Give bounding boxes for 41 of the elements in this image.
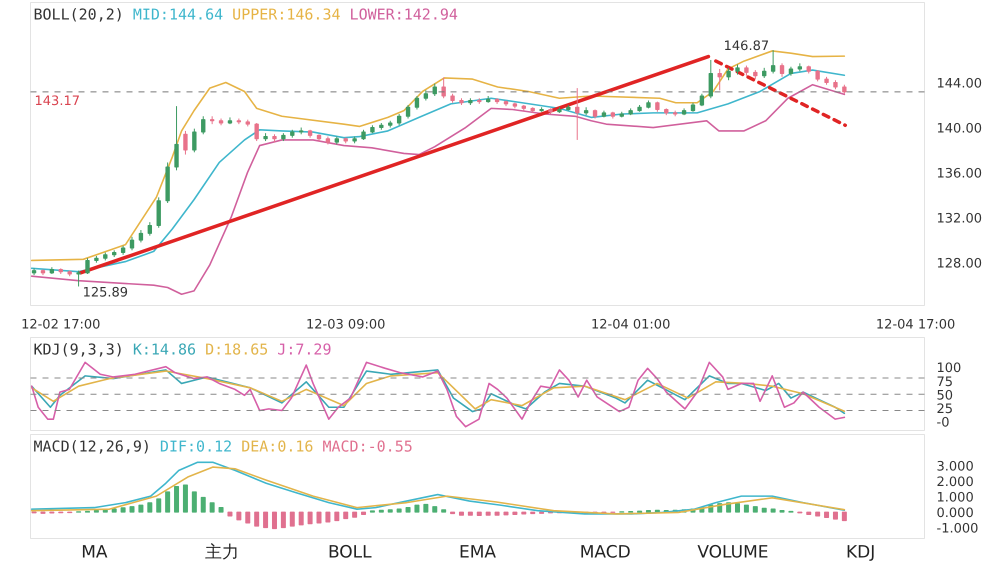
text: KDJ [846,542,876,562]
y-tick-label: 132.00 [936,212,982,227]
x-tick-label: 12-03 09:00 [306,318,386,332]
annotation: 125.89 [82,285,128,300]
y-tick-label: 75 [936,374,954,390]
y-tick-label: 0.000 [936,506,974,522]
y-tick-label: 3.000 [936,460,974,475]
y-tick-label: 136.00 [936,166,982,182]
y-tick-label: 128.00 [936,256,982,272]
y-tick-label: 100 [936,361,962,376]
y-tick-label: 2.000 [936,475,974,490]
text: BOLL [328,542,372,562]
series-label: DIF:0.12 [160,438,232,456]
series-label: DEA:0.16 [241,438,314,456]
y-tick-label: -1.000 [936,522,978,537]
ref-line-label: 143.17 [34,94,80,109]
y-tick-label: -0 [936,415,950,430]
text: MA [81,542,108,562]
text: MID:144.64 [132,6,224,24]
annotation: 146.87 [724,39,770,54]
y-tick-label: 25 [936,402,954,417]
text: UPPER:146.34 [232,6,341,24]
text: 主力 [205,542,240,562]
x-tick-label: 12-02 17:00 [21,318,100,332]
y-tick-label: 144.00 [936,76,982,92]
series-label: J:7.29 [277,340,332,358]
y-tick-label: 50 [936,388,954,404]
x-tick-label: 12-04 01:00 [590,318,670,332]
x-tick-label: 12-04 17:00 [876,318,956,332]
series-label: K:14.86 [132,340,196,358]
text: MACD:-0.55 [322,438,413,456]
chart-title: BOLL(20,2) [34,6,124,24]
chart-title: KDJ(9,3,3) [34,340,124,358]
text: EMA [458,542,496,562]
chart-title: MACD(12,26,9) [34,438,151,456]
y-tick-label: 140.00 [936,122,982,137]
series-label: D:18.65 [205,340,268,358]
text: MACD [580,542,631,562]
text: LOWER:142.94 [350,6,458,24]
text: VOLUME [697,542,769,562]
y-tick-label: 1.000 [936,490,974,506]
